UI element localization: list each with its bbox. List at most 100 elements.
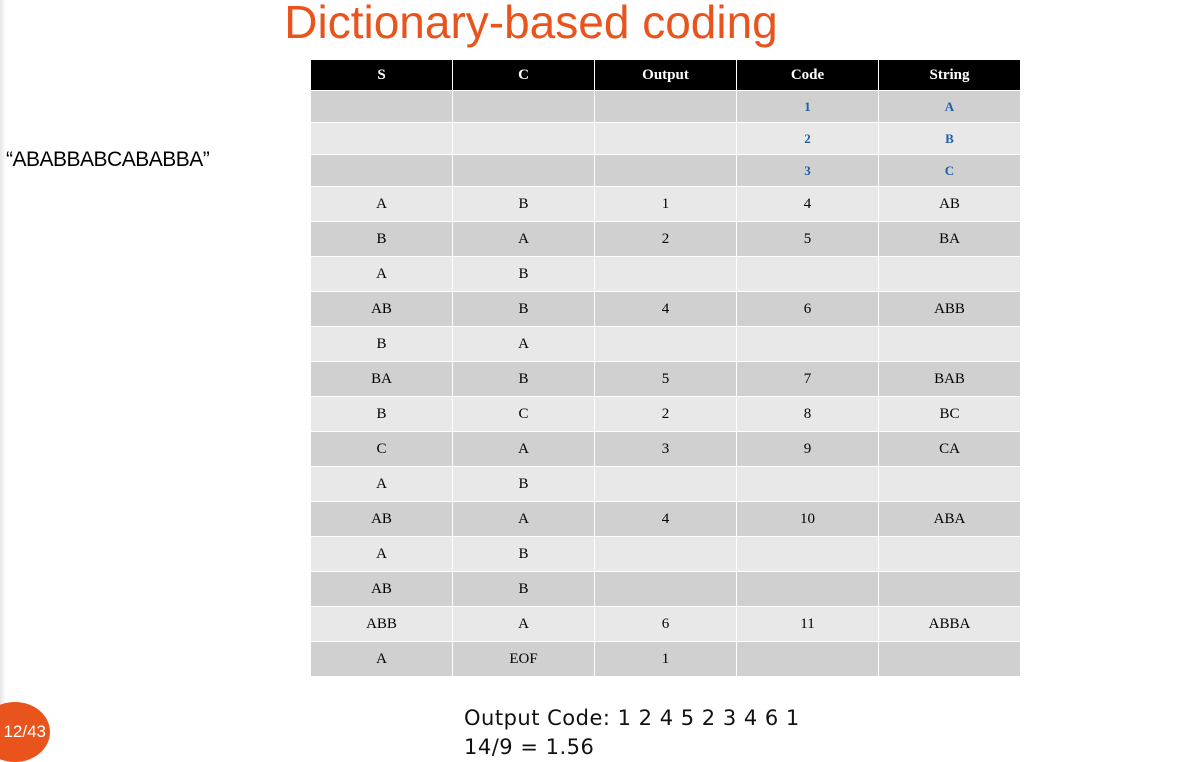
cell-s: BA (310, 361, 453, 397)
cell-string (878, 256, 1021, 292)
cell-s: A (310, 536, 453, 572)
cell-c: B (452, 256, 595, 292)
cell-code (736, 641, 879, 677)
cell-s (310, 90, 453, 123)
table-row: ABB A 6 11 ABBA (310, 606, 1021, 642)
cell-string: ABA (878, 501, 1021, 537)
cell-c (452, 122, 595, 155)
cell-string: A (878, 90, 1021, 123)
cell-s: A (310, 466, 453, 502)
cell-c: A (452, 431, 595, 467)
cell-output: 1 (594, 641, 737, 677)
cell-c: B (452, 361, 595, 397)
cell-string: CA (878, 431, 1021, 467)
header-string: String (878, 60, 1021, 91)
cell-code (736, 326, 879, 362)
cell-code: 6 (736, 291, 879, 327)
cell-c: B (452, 466, 595, 502)
cell-c: A (452, 326, 595, 362)
cell-string (878, 326, 1021, 362)
cell-code (736, 536, 879, 572)
header-code: Code (736, 60, 879, 91)
cell-code: 1 (736, 90, 879, 123)
cell-s: A (310, 641, 453, 677)
cell-output (594, 256, 737, 292)
cell-string: ABBA (878, 606, 1021, 642)
cell-code: 4 (736, 186, 879, 222)
cell-output (594, 122, 737, 155)
cell-output (594, 466, 737, 502)
cell-string: B (878, 122, 1021, 155)
cell-output (594, 90, 737, 123)
table-row: B A 2 5 BA (310, 221, 1021, 257)
cell-code: 8 (736, 396, 879, 432)
cell-c (452, 154, 595, 187)
cell-s: C (310, 431, 453, 467)
cell-output: 6 (594, 606, 737, 642)
cell-c: EOF (452, 641, 595, 677)
cell-c: C (452, 396, 595, 432)
cell-code: 10 (736, 501, 879, 537)
cell-output: 2 (594, 396, 737, 432)
lzw-encoding-table: S C Output Code String 1 A 2 B 3 C A B 1 4 AB B A 2 5 B… (310, 60, 1021, 677)
cell-c (452, 90, 595, 123)
page-number: 12/43 (3, 722, 46, 741)
cell-string: BA (878, 221, 1021, 257)
cell-string: ABB (878, 291, 1021, 327)
cell-code: 3 (736, 154, 879, 187)
table-header-row: S C Output Code String (310, 60, 1021, 91)
header-output: Output (594, 60, 737, 91)
cell-output (594, 154, 737, 187)
cell-s: B (310, 326, 453, 362)
cell-c: B (452, 571, 595, 607)
cell-code: 2 (736, 122, 879, 155)
cell-s: A (310, 186, 453, 222)
table-row: AB A 4 10 ABA (310, 501, 1021, 537)
cell-code: 9 (736, 431, 879, 467)
cell-output (594, 326, 737, 362)
cell-s: B (310, 221, 453, 257)
cell-c: B (452, 291, 595, 327)
cell-code: 5 (736, 221, 879, 257)
cell-s (310, 154, 453, 187)
cell-code (736, 466, 879, 502)
table-row: A EOF 1 (310, 641, 1021, 677)
input-string: “ABABBABCABABBA” (6, 148, 210, 171)
cell-output: 4 (594, 291, 737, 327)
cell-string (878, 641, 1021, 677)
cell-output (594, 571, 737, 607)
cell-string: C (878, 154, 1021, 187)
cell-s: ABB (310, 606, 453, 642)
cell-output: 5 (594, 361, 737, 397)
cell-output: 4 (594, 501, 737, 537)
header-c: C (452, 60, 595, 91)
table-row: B C 2 8 BC (310, 396, 1021, 432)
page-number-badge: 12/43 (0, 702, 50, 762)
header-s: S (310, 60, 453, 91)
cell-s: B (310, 396, 453, 432)
slide-edge-shadow (0, 0, 6, 760)
table-row: AB B (310, 571, 1021, 607)
cell-code: 7 (736, 361, 879, 397)
cell-string: BAB (878, 361, 1021, 397)
cell-s (310, 122, 453, 155)
cell-output (594, 536, 737, 572)
cell-string (878, 571, 1021, 607)
cell-code: 11 (736, 606, 879, 642)
cell-code (736, 571, 879, 607)
slide-title: Dictionary-based coding (284, 0, 778, 48)
cell-c: A (452, 606, 595, 642)
cell-c: A (452, 221, 595, 257)
cell-output: 1 (594, 186, 737, 222)
cell-c: B (452, 186, 595, 222)
cell-s: AB (310, 571, 453, 607)
cell-c: B (452, 536, 595, 572)
cell-output: 2 (594, 221, 737, 257)
